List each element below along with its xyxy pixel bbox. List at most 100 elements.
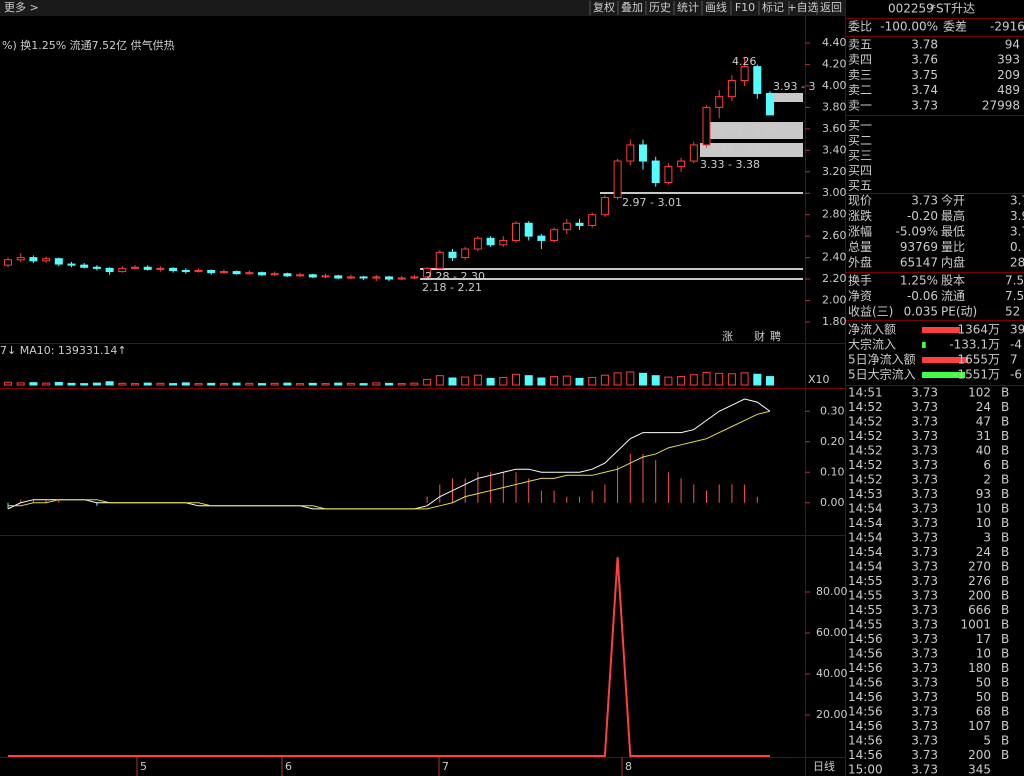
toolbar-button[interactable]: F10 bbox=[735, 1, 755, 14]
trade-side: B bbox=[1001, 560, 1009, 574]
toolbar-button[interactable]: 复权 bbox=[593, 0, 615, 14]
label: 总量 bbox=[848, 240, 872, 254]
volume-bar bbox=[4, 381, 12, 386]
trade-volume: 50 bbox=[976, 676, 991, 690]
indicator-info: %) 换1.25% 流通7.52亿 供气供热 bbox=[2, 38, 175, 52]
toolbar-button[interactable]: 历史 bbox=[649, 1, 671, 14]
volume-bar bbox=[385, 382, 393, 386]
bid-label: 买五 bbox=[848, 179, 872, 193]
range-label: 2.28 - 2.30 bbox=[425, 270, 485, 283]
candle-body bbox=[537, 235, 546, 241]
label: 外盘 bbox=[848, 255, 872, 270]
volume-bar bbox=[702, 371, 711, 386]
toolbar-button[interactable]: 标记 bbox=[762, 0, 784, 14]
trade-time: 14:54 bbox=[848, 531, 883, 545]
toolbar-button[interactable]: 画线 bbox=[705, 0, 727, 14]
label: 收益(三) bbox=[848, 305, 893, 319]
flow-label: 5日净流入额 bbox=[848, 353, 916, 367]
candle-body bbox=[321, 275, 330, 278]
volume-bar bbox=[92, 382, 101, 386]
candle-body bbox=[397, 277, 406, 280]
trade-price: 3.73 bbox=[911, 545, 938, 559]
trade-price: 3.73 bbox=[911, 647, 938, 661]
trade-side: B bbox=[1001, 473, 1009, 487]
y-tick-label: 60.00 bbox=[816, 626, 848, 639]
candle-body bbox=[524, 222, 533, 237]
y-tick-label: 40.00 bbox=[816, 667, 848, 680]
trade-volume: 200 bbox=[968, 748, 991, 762]
y-tick-label: 3.60 bbox=[822, 122, 847, 135]
support-zones bbox=[420, 93, 803, 280]
ask-price: 3.78 bbox=[911, 38, 938, 52]
candle-body bbox=[359, 276, 368, 279]
value: -100.00% bbox=[880, 20, 938, 34]
trade-volume: 50 bbox=[976, 690, 991, 704]
volume-bar bbox=[600, 374, 609, 386]
trade-time: 14:55 bbox=[848, 589, 883, 603]
ask-label: 卖五 bbox=[848, 38, 872, 52]
volume-bar bbox=[575, 377, 584, 386]
trade-time: 14:52 bbox=[848, 473, 883, 487]
value: 3.73 bbox=[911, 194, 938, 208]
label: 最低 bbox=[941, 225, 965, 239]
volume-bar bbox=[169, 383, 178, 386]
candle-body bbox=[473, 237, 482, 250]
toolbar-button[interactable]: 叠加 bbox=[621, 1, 643, 14]
flow-extra: -4 bbox=[1010, 338, 1022, 352]
label: 涨跌 bbox=[848, 208, 872, 223]
volume-bar bbox=[664, 376, 673, 386]
volume-bar bbox=[308, 382, 317, 386]
toolbar-button[interactable]: 返回 bbox=[820, 1, 842, 14]
candle-body bbox=[42, 258, 51, 262]
trade-volume: 107 bbox=[968, 719, 991, 733]
trade-volume: 180 bbox=[968, 661, 991, 675]
y-tick-label: 2.20 bbox=[822, 272, 847, 285]
trade-price: 3.73 bbox=[911, 458, 938, 472]
candle-body bbox=[118, 267, 127, 273]
trade-time: 14:52 bbox=[848, 458, 883, 472]
candle-body bbox=[448, 251, 457, 259]
ask-volume: 94 bbox=[1005, 38, 1020, 52]
label: 换手 bbox=[848, 274, 872, 288]
trade-price: 3.73 bbox=[911, 444, 938, 458]
y-tick-label: 0.00 bbox=[820, 496, 845, 509]
menu[interactable]: 更多 > bbox=[4, 0, 39, 14]
trade-price: 3.73 bbox=[911, 516, 938, 530]
y-tick-label: 2.40 bbox=[822, 251, 847, 264]
trade-price: 3.73 bbox=[911, 705, 938, 719]
trade-price: 3.73 bbox=[911, 429, 938, 443]
trade-price: 3.73 bbox=[911, 734, 938, 748]
trade-price: 3.73 bbox=[911, 748, 938, 762]
candle-body bbox=[105, 267, 114, 273]
volume-bar bbox=[143, 382, 152, 386]
volume-bar bbox=[131, 383, 139, 386]
badge: 财 bbox=[754, 329, 765, 343]
toolbar-button[interactable]: 统计 bbox=[677, 1, 699, 14]
trade-time: 15:00 bbox=[848, 763, 883, 776]
candle-body bbox=[435, 251, 444, 269]
trade-time: 14:54 bbox=[848, 516, 883, 530]
trade-price: 3.73 bbox=[911, 719, 938, 733]
label: 现价 bbox=[848, 194, 872, 208]
macd-dea bbox=[8, 410, 771, 510]
trade-volume: 102 bbox=[968, 386, 991, 400]
y-tick-label: 3.20 bbox=[822, 165, 847, 178]
ask-label: 卖二 bbox=[848, 83, 872, 97]
flow-extra: 7 bbox=[1010, 353, 1018, 367]
trade-time: 14:52 bbox=[848, 415, 883, 429]
flow-label: 大宗流入 bbox=[848, 337, 896, 352]
volume-bar bbox=[372, 382, 381, 386]
trade-price: 3.73 bbox=[911, 763, 938, 776]
trade-side: B bbox=[1001, 458, 1009, 472]
volume-bar bbox=[194, 383, 203, 386]
candle-body bbox=[156, 267, 165, 270]
trade-price: 3.73 bbox=[911, 400, 938, 414]
candle-body bbox=[626, 144, 635, 162]
volume-bar bbox=[105, 381, 114, 386]
badge: 聘 bbox=[770, 329, 781, 343]
volume-bar bbox=[334, 382, 343, 386]
trade-side: B bbox=[1001, 705, 1009, 719]
toolbar-button[interactable]: +自选 bbox=[787, 1, 818, 14]
ask-volume: 27998 bbox=[982, 98, 1020, 112]
